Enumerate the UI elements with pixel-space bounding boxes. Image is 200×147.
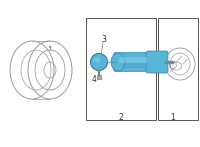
Circle shape (90, 54, 108, 71)
Bar (97, 75, 101, 79)
FancyBboxPatch shape (146, 51, 168, 73)
Circle shape (49, 46, 51, 48)
Ellipse shape (94, 57, 101, 62)
Bar (158, 18, 198, 120)
FancyBboxPatch shape (119, 57, 147, 63)
Text: 2: 2 (119, 112, 123, 122)
FancyBboxPatch shape (114, 52, 160, 71)
Text: 4: 4 (92, 75, 96, 83)
Ellipse shape (111, 53, 125, 71)
Text: 1: 1 (171, 112, 175, 122)
Text: 3: 3 (102, 35, 106, 45)
Bar (86, 18, 156, 120)
